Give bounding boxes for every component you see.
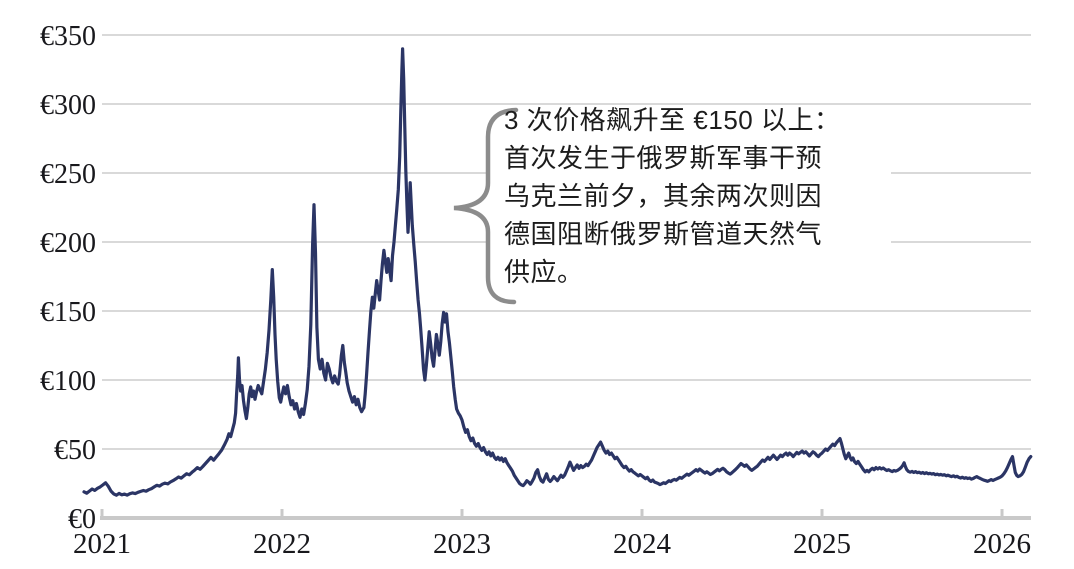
- annotation-line: 德国阻断俄罗斯管道天然气: [504, 219, 823, 249]
- x-axis-labels: 2021 2022 2023 2024 2025 2026: [73, 528, 1031, 560]
- annotation-line: 3 次价格飙升至 €150 以上：: [504, 105, 841, 135]
- y-axis-label: €150: [40, 297, 96, 328]
- x-axis-label: 2025: [793, 528, 851, 560]
- annotation-line: 乌克兰前夕，其余两次则因: [504, 181, 823, 211]
- y-axis-label: €50: [54, 435, 96, 466]
- x-axis-label: 2023: [433, 528, 491, 560]
- y-axis-label: €250: [40, 159, 96, 190]
- x-axis-ticks: [100, 509, 1004, 517]
- price-series-line: [82, 47, 1033, 497]
- annotation-line: 首次发生于俄罗斯军事干预: [504, 143, 823, 173]
- annotation-line: 供应。: [504, 257, 584, 287]
- annotation-background: [486, 107, 891, 309]
- y-axis-label: €200: [40, 228, 96, 259]
- y-axis-label: €350: [40, 21, 96, 52]
- y-axis-labels: €0 €50 €100 €150 €200 €250 €300 €350: [40, 21, 96, 535]
- y-axis-label: €100: [40, 366, 96, 397]
- curly-brace-pointer-icon: [453, 107, 519, 305]
- x-axis-label: 2024: [613, 528, 672, 560]
- x-axis-label: 2021: [73, 528, 131, 560]
- y-axis-label: €300: [40, 90, 96, 121]
- y-axis-label: €0: [68, 504, 96, 535]
- x-axis-label: 2022: [253, 528, 311, 560]
- x-axis-label: 2026: [973, 528, 1031, 560]
- annotation-callout: 3 次价格飙升至 €150 以上： 首次发生于俄罗斯军事干预 乌克兰前夕，其余两…: [504, 101, 840, 291]
